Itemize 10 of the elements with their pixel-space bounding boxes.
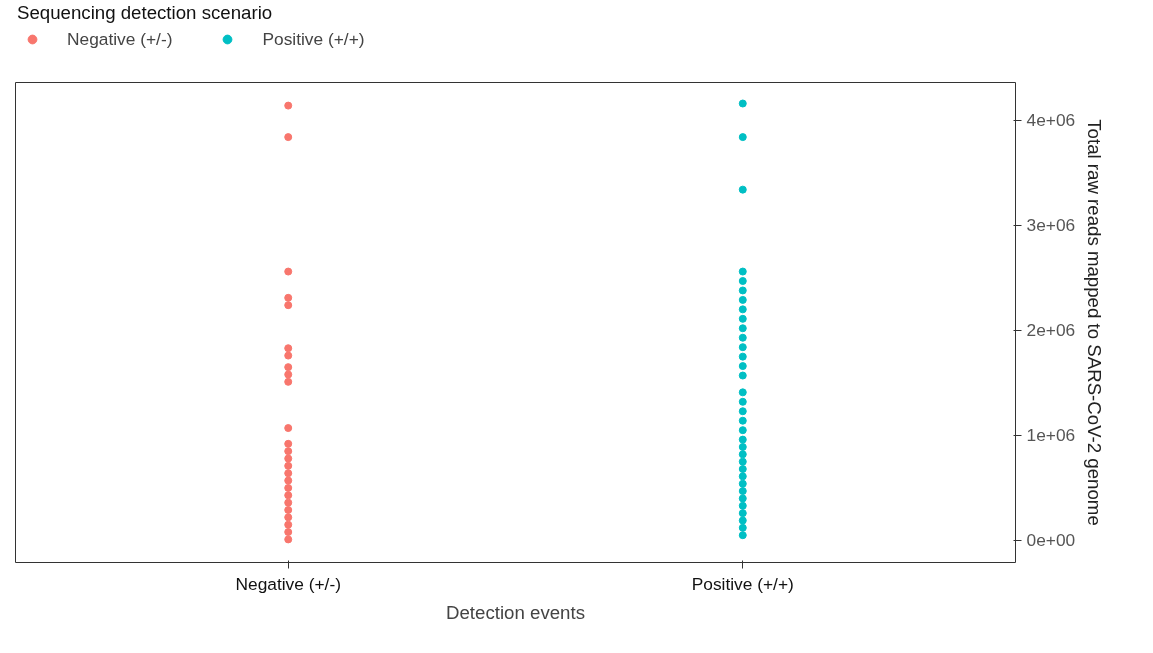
y-tick-label: 0e+00 (1026, 530, 1076, 551)
y-tick-label: 4e+06 (1026, 110, 1076, 131)
legend-title: Sequencing detection scenario (17, 2, 274, 24)
y-axis-title: Total raw reads mapped to SARS-CoV-2 genome (1083, 119, 1105, 526)
legend-label: Positive (+/+) (262, 28, 365, 50)
y-tick-label: 1e+06 (1026, 425, 1076, 446)
y-tick-label: 2e+06 (1026, 320, 1076, 341)
legend-label: Negative (+/-) (67, 28, 173, 50)
y-tick-label: 3e+06 (1026, 215, 1076, 236)
x-axis-title: Detection events (446, 601, 585, 623)
